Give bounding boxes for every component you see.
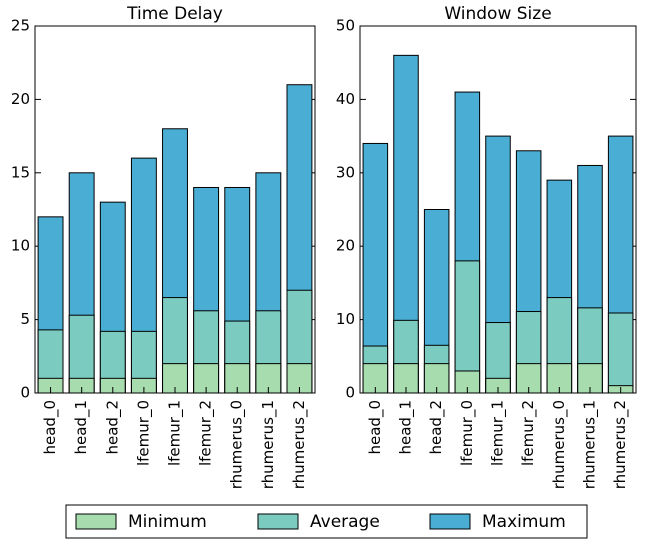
x-tick-label: lfemur_2	[519, 400, 538, 466]
y-tick-label: 5	[20, 310, 30, 328]
chart-title: Time Delay	[126, 4, 223, 24]
x-tick-label: head_1	[72, 400, 91, 455]
x-tick-label: head_1	[397, 400, 416, 455]
plot-frame	[34, 25, 316, 394]
legend-label: Average	[310, 512, 380, 532]
y-tick-label: 0	[20, 384, 30, 402]
x-tick-label: lfemur_0	[458, 400, 477, 466]
legend-swatch	[257, 513, 299, 530]
y-tick-label: 25	[11, 17, 30, 35]
x-tick-label: rhumerus_2	[290, 400, 309, 489]
y-tick-label: 50	[336, 17, 355, 35]
x-tick-label: head_2	[103, 400, 122, 455]
x-tick-label: lfemur_0	[134, 400, 153, 466]
y-tick-label: 10	[11, 237, 30, 255]
x-tick-label: rhumerus_2	[611, 400, 630, 489]
x-tick-label: head_2	[427, 400, 446, 455]
y-tick-label: 0	[345, 384, 355, 402]
x-tick-label: rhumerus_0	[550, 400, 569, 489]
legend-box	[65, 504, 588, 539]
y-tick-label: 20	[336, 237, 355, 255]
legend-label: Minimum	[128, 512, 207, 532]
y-tick-label: 20	[11, 90, 30, 108]
plot-frame	[359, 25, 637, 394]
x-tick-label: lfemur_1	[166, 400, 185, 466]
x-tick-label: lfemur_1	[489, 400, 508, 466]
x-tick-label: head_0	[41, 400, 60, 455]
bar	[607, 312, 634, 394]
y-tick-label: 10	[336, 310, 355, 328]
y-tick-label: 40	[336, 90, 355, 108]
y-tick-label: 30	[336, 163, 355, 181]
x-tick-label: rhumerus_0	[228, 400, 247, 489]
legend-swatch	[429, 513, 471, 530]
y-tick-label: 15	[11, 163, 30, 181]
legend-label: Maximum	[482, 512, 566, 532]
x-tick-label: rhumerus_1	[259, 400, 278, 489]
x-tick-label: head_0	[366, 400, 385, 455]
chart-title: Window Size	[444, 4, 551, 24]
legend-swatch	[75, 513, 117, 530]
x-tick-label: rhumerus_1	[581, 400, 600, 489]
x-tick-label: lfemur_2	[197, 400, 216, 466]
